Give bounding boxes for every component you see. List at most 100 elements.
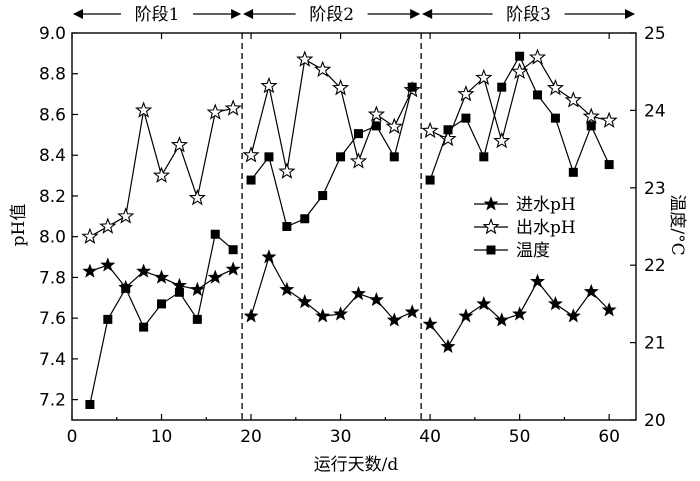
data-point	[510, 62, 529, 80]
data-point	[225, 261, 241, 276]
data-point	[152, 166, 171, 183]
data-point	[515, 51, 525, 61]
data-point	[512, 306, 528, 321]
data-point	[586, 121, 596, 131]
data-point	[389, 152, 399, 162]
y-left-tick-label: 8.6	[39, 105, 66, 125]
data-point	[300, 214, 310, 224]
data-point	[189, 281, 205, 297]
data-point	[404, 304, 420, 319]
data-point	[550, 113, 560, 123]
y-right-tick-label: 23	[644, 179, 666, 199]
data-point	[407, 82, 417, 92]
stage-arrowhead-left	[73, 9, 83, 19]
y-left-tick-label: 8.0	[39, 228, 66, 248]
data-point	[367, 105, 386, 122]
data-point	[314, 60, 332, 78]
y-left-tick-label: 8.8	[39, 65, 66, 85]
legend-marker	[482, 217, 500, 235]
data-point	[565, 308, 581, 323]
data-point	[564, 91, 582, 108]
data-point	[533, 90, 543, 100]
data-point	[243, 308, 259, 323]
data-point	[318, 191, 328, 201]
y-right-tick-label: 21	[644, 334, 666, 354]
x-axis-title: 运行天数/d	[314, 455, 399, 475]
series-0	[82, 249, 617, 354]
data-point	[264, 152, 274, 162]
y-right-tick-label: 25	[644, 24, 666, 44]
data-point	[117, 207, 135, 224]
data-point	[385, 117, 403, 135]
plot-frame	[71, 32, 637, 421]
y-left-tick-label: 8.2	[39, 187, 66, 207]
data-point	[279, 281, 295, 297]
data-point	[582, 107, 600, 124]
data-point	[81, 227, 99, 245]
y-left-tick-label: 7.8	[39, 268, 66, 288]
data-point	[421, 121, 439, 139]
data-point	[210, 229, 220, 239]
series-1	[81, 48, 618, 245]
data-point	[228, 245, 238, 255]
legend-marker	[483, 196, 499, 211]
data-point	[497, 82, 507, 92]
legend-label: 温度	[516, 241, 550, 261]
data-point	[583, 283, 599, 299]
data-point	[351, 285, 366, 301]
data-point	[174, 287, 184, 297]
data-point	[100, 257, 116, 272]
series-line	[250, 87, 413, 228]
y-right-axis-title: 温度/°C	[667, 194, 687, 255]
x-tick-label: 20	[240, 427, 262, 447]
data-point	[493, 131, 511, 149]
data-point	[530, 273, 545, 288]
data-point	[188, 188, 206, 206]
data-point	[604, 160, 614, 170]
data-point	[82, 263, 98, 278]
stage-label: 阶段2	[309, 5, 354, 25]
data-point	[528, 48, 547, 65]
data-point	[440, 338, 456, 354]
x-tick-label: 50	[509, 427, 531, 447]
data-point	[134, 101, 153, 118]
data-point	[331, 78, 350, 96]
stage-arrowhead-left	[243, 9, 254, 19]
series-line	[250, 58, 413, 172]
y-left-axis-title: pH值	[9, 204, 29, 247]
y-left-tick-label: 7.2	[39, 391, 66, 411]
x-tick-label: 10	[151, 427, 173, 447]
y-right-tick-label: 22	[644, 256, 666, 276]
series-layer	[81, 48, 618, 410]
stage-arrowhead-right	[231, 9, 242, 19]
data-point	[282, 222, 292, 231]
data-point	[99, 217, 117, 234]
data-point	[425, 175, 435, 185]
data-point	[371, 121, 381, 131]
data-point	[386, 312, 402, 327]
data-point	[353, 129, 363, 139]
data-point	[315, 308, 331, 323]
data-point	[192, 314, 202, 324]
data-point	[476, 296, 492, 311]
series-line	[250, 255, 413, 321]
legend-label: 出水pH	[516, 218, 576, 238]
y-left-tick-label: 7.4	[39, 350, 66, 370]
data-point	[297, 294, 313, 309]
x-tick-label: 0	[67, 427, 78, 447]
legend-marker	[486, 245, 496, 255]
y-right-tick-label: 20	[644, 411, 666, 431]
legend: 进水pH 出水pH 温度	[474, 195, 576, 261]
data-point	[206, 103, 224, 120]
legend-label: 进水pH	[516, 195, 576, 215]
stage-arrowhead-right	[410, 9, 421, 19]
stage-arrowhead-right	[625, 9, 635, 19]
data-point	[246, 175, 256, 185]
y-left-tick-label: 9.0	[39, 24, 66, 44]
data-point	[600, 111, 618, 128]
data-point	[475, 68, 493, 86]
x-tick-label: 60	[598, 427, 620, 447]
data-point	[85, 400, 95, 410]
x-tick-label: 30	[330, 427, 352, 447]
